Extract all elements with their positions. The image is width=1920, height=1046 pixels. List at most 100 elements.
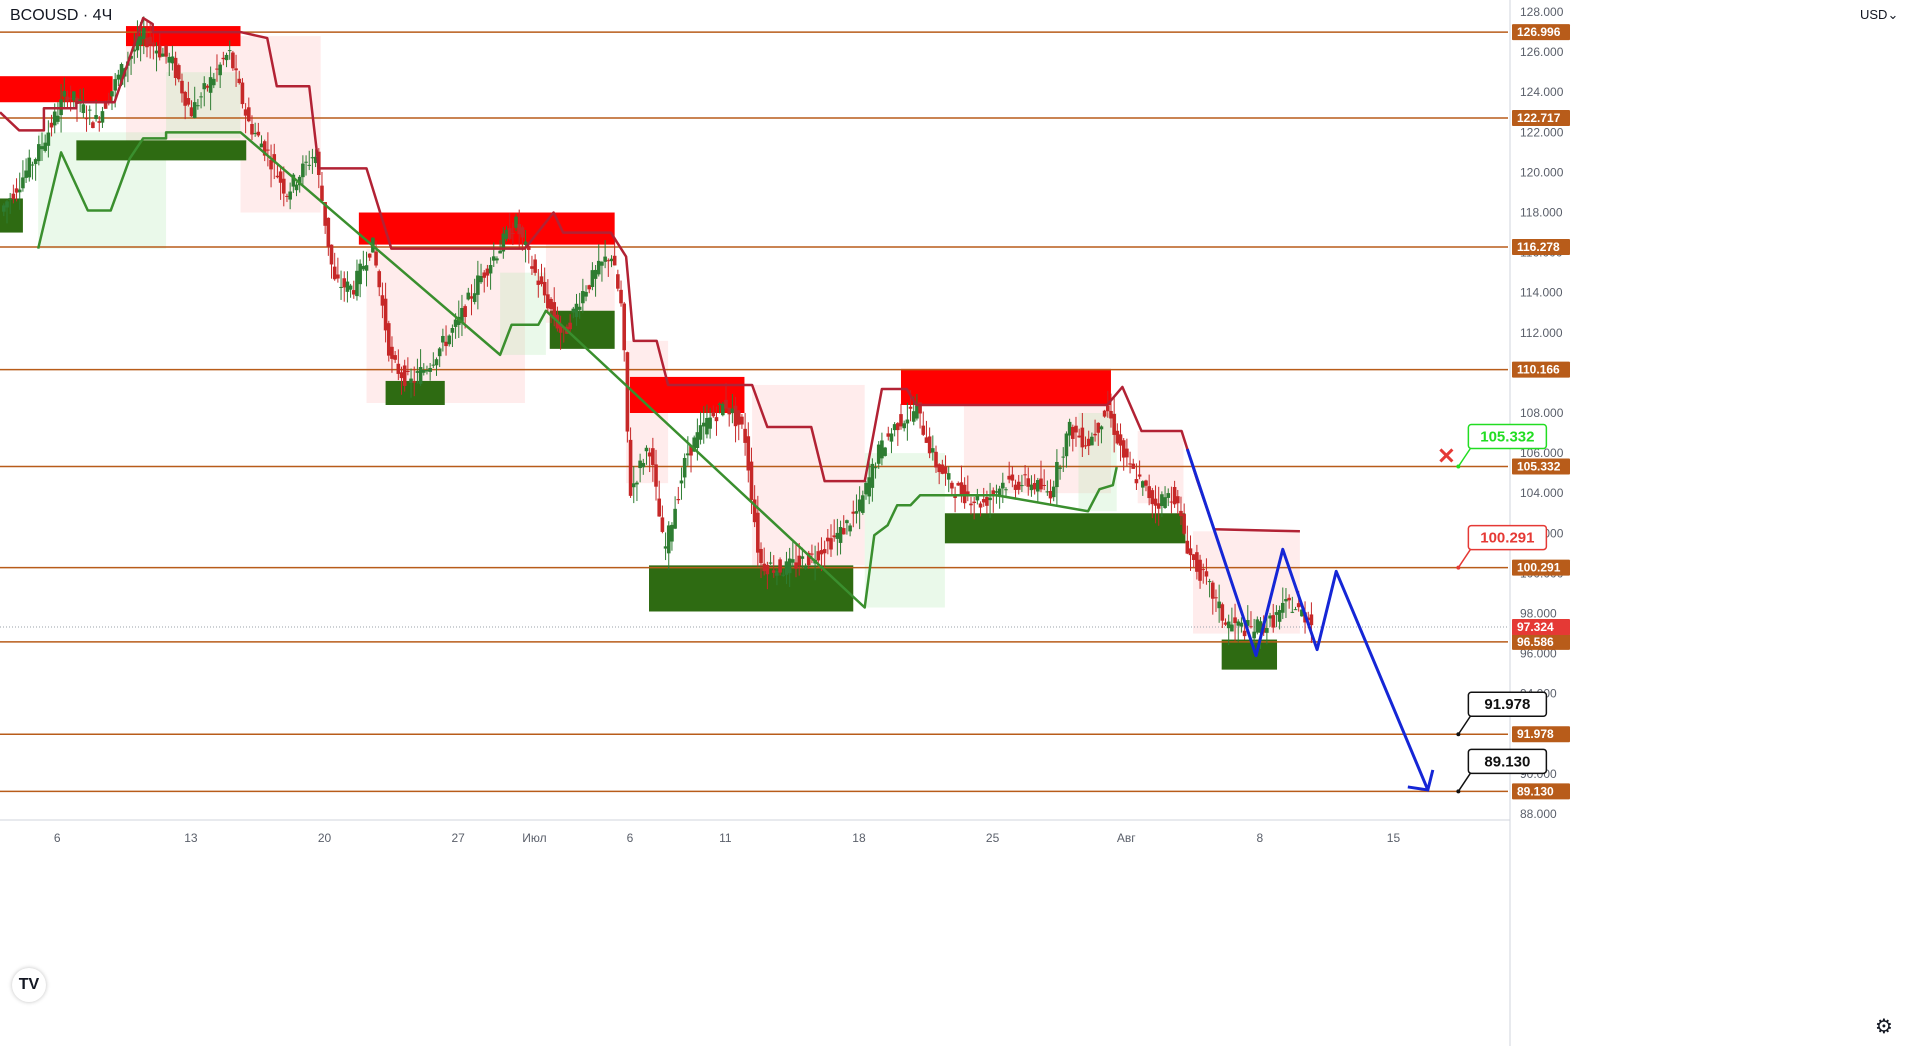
candle-body xyxy=(434,359,439,366)
candle-body xyxy=(358,263,362,285)
candle-body xyxy=(1287,597,1291,601)
candle-body xyxy=(33,159,38,165)
candle-body xyxy=(934,451,938,468)
candle-body xyxy=(62,91,67,97)
candle-body xyxy=(1204,571,1209,577)
x-tick-label: Июл xyxy=(522,831,546,845)
candle-body xyxy=(170,56,175,64)
candle-body xyxy=(956,483,961,486)
candle-body xyxy=(921,425,926,435)
current-price-label: 97.324 xyxy=(1517,620,1554,634)
candle-body xyxy=(469,296,474,299)
candle-body xyxy=(714,417,719,422)
candle-body xyxy=(180,80,184,94)
candle-body xyxy=(864,482,868,495)
uptrend-shade xyxy=(166,72,241,139)
candle-body xyxy=(348,285,353,290)
candle-body xyxy=(523,241,528,245)
supply-zone xyxy=(0,76,113,103)
level-tag-label: 105.332 xyxy=(1517,459,1561,473)
candle-body xyxy=(1255,619,1260,633)
candle-body xyxy=(654,464,658,487)
callout-label: 89.130 xyxy=(1484,753,1530,770)
candle-body xyxy=(902,423,906,429)
demand-zone xyxy=(649,565,854,612)
candle-body xyxy=(988,497,992,501)
forecast-line xyxy=(1185,448,1430,791)
candle-body xyxy=(682,457,687,478)
candle-body xyxy=(800,556,805,559)
candle-body xyxy=(1201,569,1206,571)
candle-body xyxy=(1233,617,1237,624)
candle-body xyxy=(1096,422,1101,433)
callout-box xyxy=(1467,748,1548,775)
uptrend-shade xyxy=(500,272,546,355)
candle-body xyxy=(351,290,356,295)
candle-body xyxy=(399,372,404,379)
candle-body xyxy=(297,176,302,186)
candle-body xyxy=(1188,548,1193,556)
price-axis[interactable]: 88.00090.00092.00094.00096.00098.000100.… xyxy=(1509,0,1570,1046)
candle-body xyxy=(1220,604,1225,621)
candle-body xyxy=(911,411,916,422)
candle-body xyxy=(361,265,366,270)
candle-body xyxy=(1191,554,1196,560)
gear-icon[interactable]: ⚙ xyxy=(1875,1016,1893,1038)
currency-selector[interactable]: USD⌄ xyxy=(1860,7,1898,23)
candle-body xyxy=(686,453,690,456)
symbol-label[interactable]: BCOUSD · 4Ч xyxy=(10,7,113,24)
currency-label: USD xyxy=(1860,7,1888,22)
time-axis[interactable]: 6 13 20 27 Июл 6 11 18 25 Авг 8 15 xyxy=(0,819,1510,845)
candle-body xyxy=(625,352,630,432)
candle-body xyxy=(660,517,665,532)
candle-body xyxy=(819,550,824,555)
candle-body xyxy=(740,416,744,425)
candle-body xyxy=(845,520,849,524)
candles xyxy=(2,16,1314,649)
candle-body xyxy=(946,473,951,480)
candle-body xyxy=(1064,433,1069,457)
candle-body xyxy=(848,525,852,532)
candle-body xyxy=(208,77,213,93)
candle-body xyxy=(1112,413,1116,435)
downtrend-shade xyxy=(1193,531,1300,634)
level-tag xyxy=(1512,726,1570,743)
candle-body xyxy=(1296,603,1301,608)
candle-body xyxy=(730,408,735,414)
candle-body xyxy=(1023,474,1027,476)
candle-body xyxy=(765,564,770,575)
candle-body xyxy=(240,82,245,105)
candle-body xyxy=(803,566,808,569)
candle-body xyxy=(558,324,563,333)
candle-body xyxy=(14,188,19,193)
candle-body xyxy=(466,292,471,300)
candle-body xyxy=(342,278,347,288)
y-tick-label: 118.000 xyxy=(1520,206,1563,220)
candle-body xyxy=(421,369,426,373)
candle-body xyxy=(441,335,445,343)
x-tick-label: 25 xyxy=(986,831,1000,845)
candle-body xyxy=(635,482,639,485)
x-tick-label: 27 xyxy=(451,831,465,845)
x-tick-label: 20 xyxy=(318,831,332,845)
candle-body xyxy=(867,477,871,497)
candle-body xyxy=(266,149,270,151)
candle-body xyxy=(896,423,900,431)
level-tag-label: 91.978 xyxy=(1517,727,1554,741)
downtrend-shade xyxy=(752,384,865,566)
callout-label: 100.291 xyxy=(1480,530,1534,547)
candle-body xyxy=(1099,426,1104,430)
candle-body xyxy=(211,78,216,86)
supply-zone xyxy=(358,212,615,245)
candle-body xyxy=(396,363,401,374)
y-tick-label: 126.000 xyxy=(1520,45,1564,59)
candle-body xyxy=(377,271,382,288)
candle-body xyxy=(329,244,334,265)
candle-body xyxy=(571,308,576,313)
candle-body xyxy=(794,562,798,569)
candle-body xyxy=(1185,540,1190,554)
callout-pointer xyxy=(1457,772,1471,792)
tradingview-logo-icon[interactable]: TV xyxy=(12,968,46,1002)
candle-body xyxy=(192,102,197,118)
